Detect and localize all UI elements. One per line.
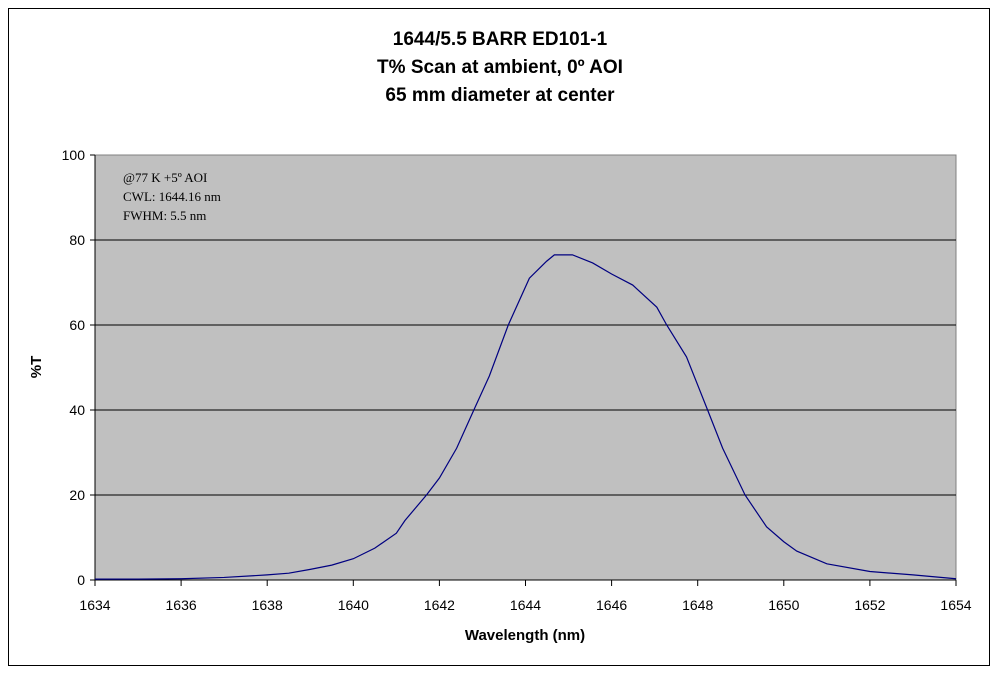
transmission-curve	[95, 254, 957, 580]
y-tick-label: 60	[69, 317, 85, 333]
x-tick-label: 1640	[338, 597, 369, 613]
x-tick-label: 1644	[510, 597, 541, 613]
annotation-line-1: @77 K +5º AOI	[123, 170, 207, 185]
chart-title-line-2: T% Scan at ambient, 0º AOI	[377, 57, 623, 78]
y-tick-label: 80	[69, 232, 85, 248]
y-axis-label: %T	[28, 356, 45, 379]
x-tick-label: 1652	[854, 597, 885, 613]
y-tick-label: 40	[69, 402, 85, 418]
plot-area	[94, 154, 957, 581]
annotation-line-2: CWL: 1644.16 nm	[123, 189, 221, 204]
y-tick-label: 100	[62, 147, 86, 163]
x-tick-label: 1636	[166, 597, 197, 613]
annotation-line-3: FWHM: 5.5 nm	[123, 208, 206, 223]
chart-frame	[8, 8, 990, 666]
chart-title-line-3: 65 mm diameter at center	[385, 85, 615, 106]
x-tick-label: 1634	[79, 597, 110, 613]
x-tick-label: 1638	[252, 597, 283, 613]
x-axis-label: Wavelength (nm)	[465, 627, 585, 644]
x-tick-label: 1646	[596, 597, 627, 613]
x-tick-label: 1654	[940, 597, 971, 613]
x-tick-label: 1642	[424, 597, 455, 613]
chart-title-line-1: 1644/5.5 BARR ED101-1	[393, 29, 608, 50]
y-tick-label: 0	[77, 572, 85, 588]
y-tick-label: 20	[69, 487, 85, 503]
x-tick-label: 1650	[768, 597, 799, 613]
x-tick-label: 1648	[682, 597, 713, 613]
